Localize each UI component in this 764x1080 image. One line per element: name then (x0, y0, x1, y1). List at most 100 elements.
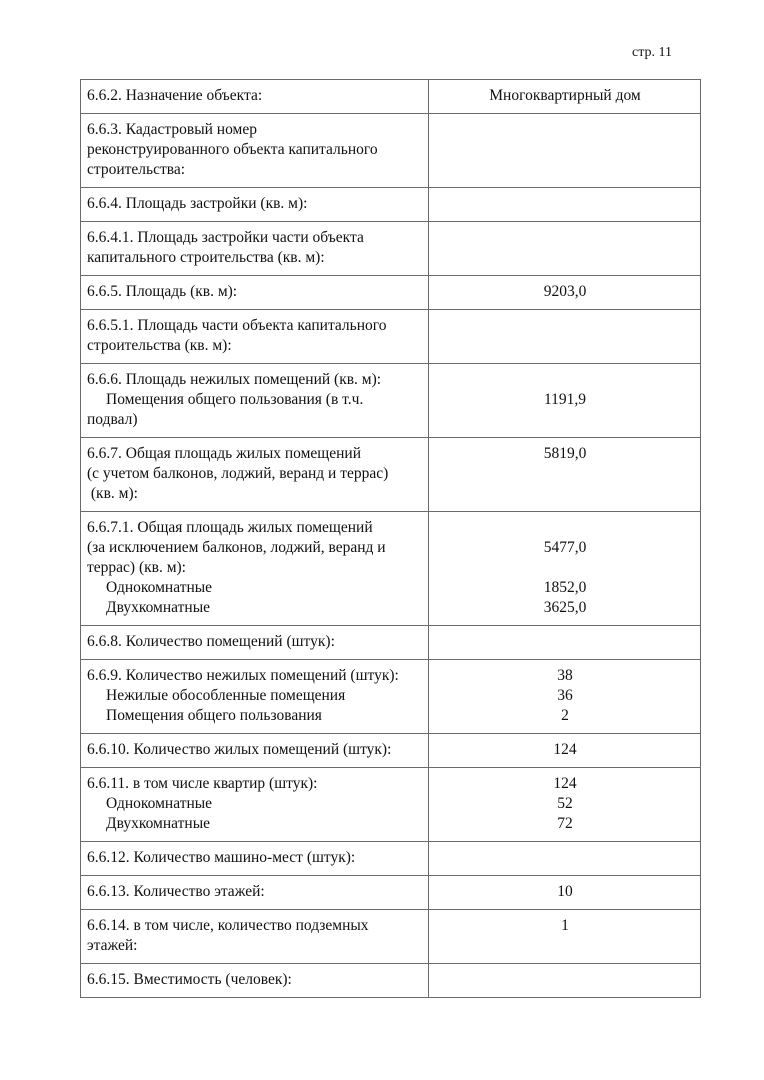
table-row: 6.6.7.1. Общая площадь жилых помещений (з… (80, 511, 701, 626)
row-value-cell (428, 221, 701, 276)
label-line: 6.6.5. Площадь (кв. м): (87, 283, 238, 300)
row-label-cell: 6.6.9. Количество нежилых помещений (шту… (80, 659, 429, 734)
label-line: Помещения общего пользования (в т.ч. (106, 391, 364, 408)
table-row: 6.6.2. Назначение объекта: Многоквартирны… (80, 79, 701, 114)
row-label-cell: 6.6.2. Назначение объекта: (80, 79, 429, 114)
table-row: 6.6.13. Количество этажей: 10 (80, 875, 701, 910)
value-line: 36 (557, 687, 573, 704)
value-line: 5819,0 (543, 445, 587, 462)
value-line: 10 (557, 883, 573, 900)
row-value-cell (428, 309, 701, 364)
row-value-cell (428, 963, 701, 998)
label-line: 6.6.13. Количество этажей: (87, 883, 265, 900)
label-line: террас) (кв. м): (87, 559, 186, 576)
value-line: 2 (561, 707, 569, 724)
value-line: 124 (553, 775, 577, 792)
table-row: 6.6.14. в том числе, количество подземны… (80, 909, 701, 964)
label-line: капитального строительства (кв. м): (87, 249, 325, 266)
row-label-cell: 6.6.5. Площадь (кв. м): (80, 275, 429, 310)
value-line: Многоквартирный дом (489, 87, 641, 104)
label-line: 6.6.10. Количество жилых помещений (штук… (87, 741, 392, 758)
label-line: (кв. м): (87, 485, 138, 502)
table-row: 6.6.5.1. Площадь части объекта капитальн… (80, 309, 701, 364)
row-label-cell: 6.6.4.1. Площадь застройки части объекта… (80, 221, 429, 276)
row-label-cell: 6.6.5.1. Площадь части объекта капитальн… (80, 309, 429, 364)
table-row: 6.6.4. Площадь застройки (кв. м): (80, 187, 701, 222)
label-line: (с учетом балконов, лоджий, веранд и тер… (87, 465, 389, 482)
value-line: 38 (557, 667, 573, 684)
value-line: 1191,9 (543, 391, 587, 408)
row-value-cell: 38 36 2 (428, 659, 701, 734)
label-line: 6.6.4.1. Площадь застройки части объекта (87, 229, 364, 246)
row-value-cell (428, 187, 701, 222)
label-line: Однокомнатные (106, 579, 213, 596)
table-row: 6.6.7. Общая площадь жилых помещений (с у… (80, 437, 701, 512)
label-line: 6.6.5.1. Площадь части объекта капитальн… (87, 317, 387, 334)
value-line: 1852,0 (543, 579, 587, 596)
value-line: 72 (557, 815, 573, 832)
value-line: 9203,0 (543, 283, 587, 300)
label-line: 6.6.7.1. Общая площадь жилых помещений (87, 519, 373, 536)
label-line: Двухкомнатные (106, 815, 211, 832)
value-line (435, 518, 695, 538)
table-row: 6.6.15. Вместимость (человек): (80, 963, 701, 998)
row-label-cell: 6.6.13. Количество этажей: (80, 875, 429, 910)
label-line: (за исключением балконов, лоджий, веранд… (87, 539, 386, 556)
label-line: этажей: (87, 937, 138, 954)
row-value-cell: 1 (428, 909, 701, 964)
label-line: 6.6.12. Количество машино-мест (штук): (87, 849, 356, 866)
label-line: 6.6.2. Назначение объекта: (87, 87, 263, 104)
label-line: Нежилые обособленные помещения (106, 687, 346, 704)
table-row: 6.6.12. Количество машино-мест (штук): (80, 841, 701, 876)
row-label-cell: 6.6.14. в том числе, количество подземны… (80, 909, 429, 964)
label-line: 6.6.8. Количество помещений (штук): (87, 633, 335, 650)
value-line: 124 (553, 741, 577, 758)
row-value-cell: 5819,0 (428, 437, 701, 512)
table-row: 6.6.3. Кадастровый номер реконструированн… (80, 113, 701, 188)
row-value-cell: 5477,0 1852,0 3625,0 (428, 511, 701, 626)
label-line: 6.6.3. Кадастровый номер (87, 121, 257, 138)
table-row: 6.6.5. Площадь (кв. м): 9203,0 (80, 275, 701, 310)
label-line: 6.6.14. в том числе, количество подземны… (87, 917, 369, 934)
label-line: Однокомнатные (106, 795, 213, 812)
row-label-cell: 6.6.11. в том числе квартир (штук): Однок… (80, 767, 429, 842)
row-value-cell: Многоквартирный дом (428, 79, 701, 114)
label-line: реконструированного объекта капитального (87, 141, 378, 158)
label-line: 6.6.7. Общая площадь жилых помещений (87, 445, 361, 462)
value-line: 52 (557, 795, 573, 812)
label-line: строительства (кв. м): (87, 337, 232, 354)
label-line: 6.6.15. Вместимость (человек): (87, 971, 292, 988)
label-line: 6.6.9. Количество нежилых помещений (шту… (87, 667, 399, 684)
row-value-cell: 124 52 72 (428, 767, 701, 842)
row-label-cell: 6.6.12. Количество машино-мест (штук): (80, 841, 429, 876)
label-line: Помещения общего пользования (106, 707, 322, 724)
row-label-cell: 6.6.8. Количество помещений (штук): (80, 625, 429, 660)
row-value-cell: 124 (428, 733, 701, 768)
row-label-cell: 6.6.4. Площадь застройки (кв. м): (80, 187, 429, 222)
row-value-cell (428, 113, 701, 188)
value-line (435, 370, 695, 390)
table-row: 6.6.4.1. Площадь застройки части объекта… (80, 221, 701, 276)
label-line: Двухкомнатные (106, 599, 211, 616)
label-line: подвал) (87, 411, 138, 428)
label-line: строительства: (87, 161, 186, 178)
row-label-cell: 6.6.7.1. Общая площадь жилых помещений (з… (80, 511, 429, 626)
value-line (435, 558, 695, 578)
table-row: 6.6.9. Количество нежилых помещений (шту… (80, 659, 701, 734)
table-row: 6.6.8. Количество помещений (штук): (80, 625, 701, 660)
value-line: 1 (561, 917, 569, 934)
value-line: 3625,0 (543, 599, 587, 616)
page-number: стр. 11 (632, 45, 672, 60)
value-line: 5477,0 (543, 539, 587, 556)
label-line: 6.6.6. Площадь нежилых помещений (кв. м)… (87, 371, 382, 388)
table-row: 6.6.11. в том числе квартир (штук): Однок… (80, 767, 701, 842)
row-value-cell (428, 625, 701, 660)
label-line: 6.6.11. в том числе квартир (штук): (87, 775, 318, 792)
row-value-cell: 1191,9 (428, 363, 701, 438)
table-row: 6.6.6. Площадь нежилых помещений (кв. м)… (80, 363, 701, 438)
row-label-cell: 6.6.15. Вместимость (человек): (80, 963, 429, 998)
row-value-cell (428, 841, 701, 876)
table-row: 6.6.10. Количество жилых помещений (штук… (80, 733, 701, 768)
row-label-cell: 6.6.10. Количество жилых помещений (штук… (80, 733, 429, 768)
label-line: 6.6.4. Площадь застройки (кв. м): (87, 195, 308, 212)
